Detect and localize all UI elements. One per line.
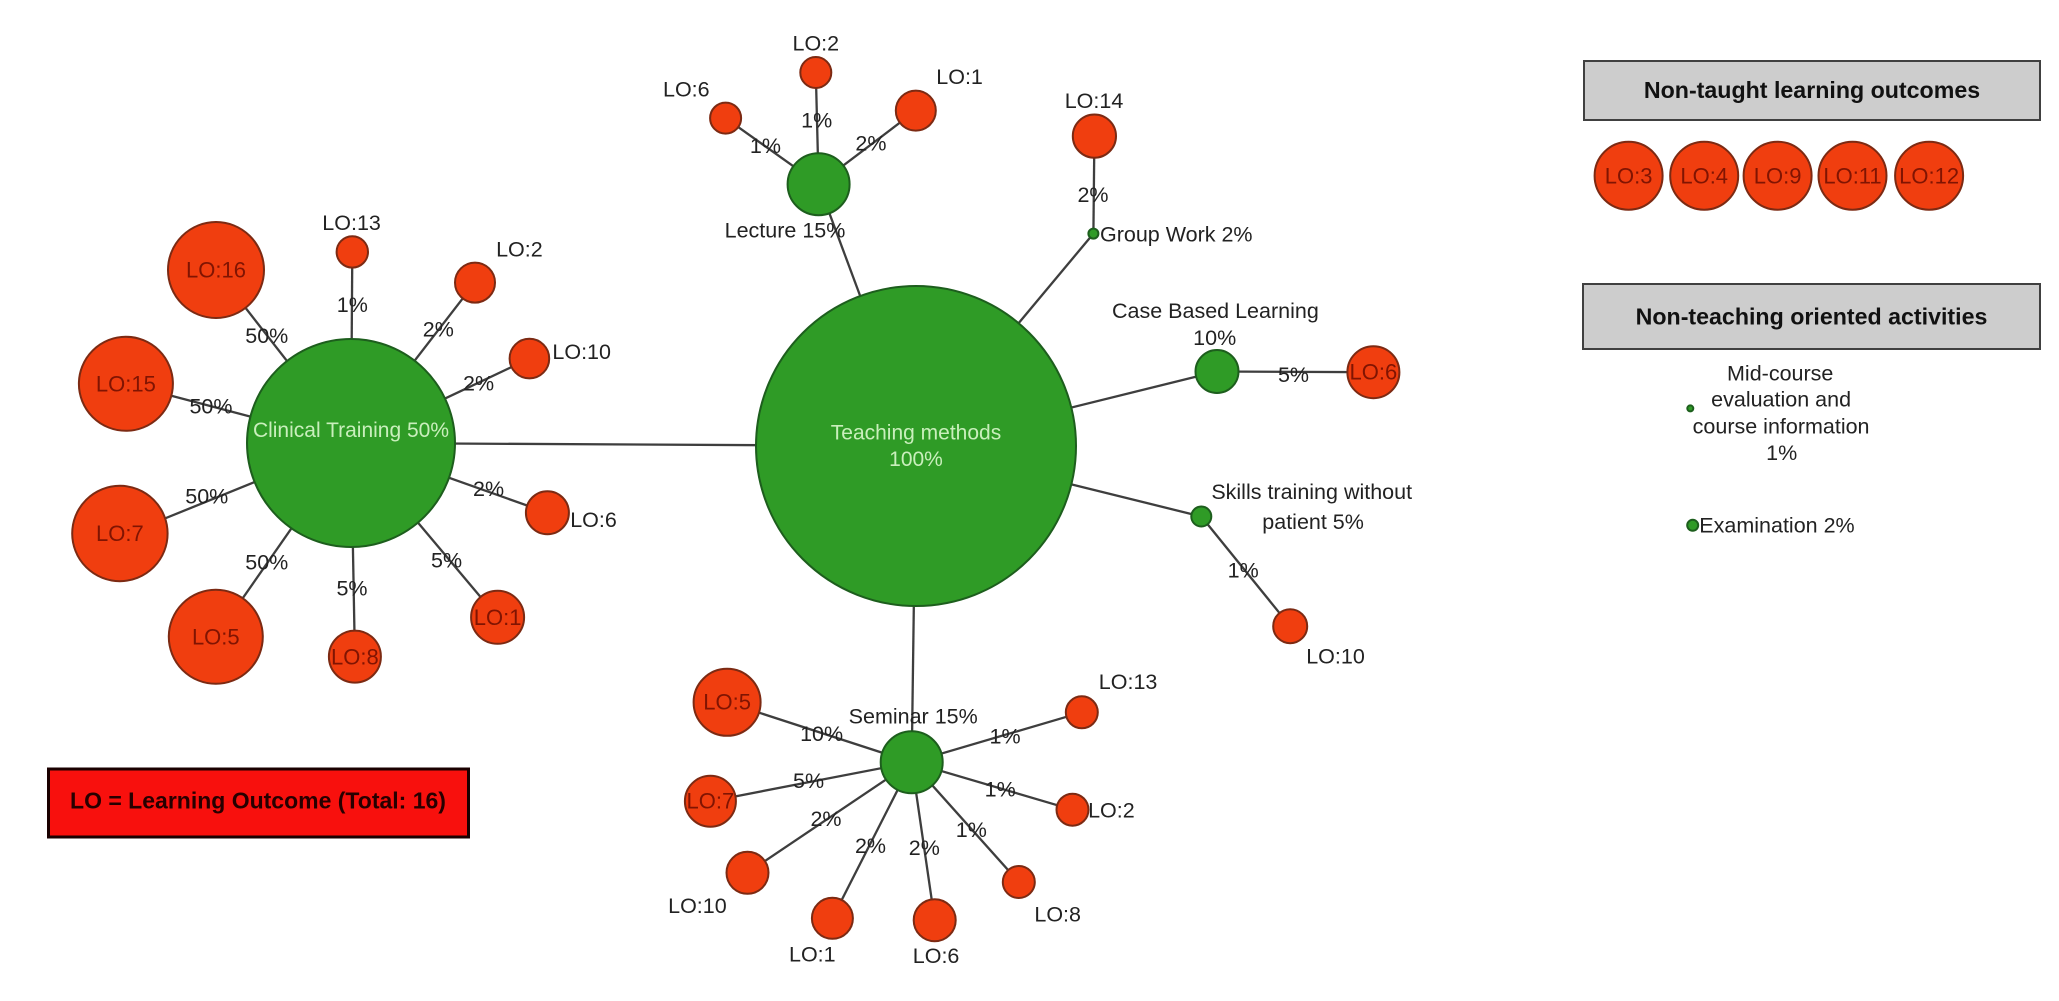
svg-text:LO:5: LO:5 bbox=[703, 690, 751, 715]
svg-text:50%: 50% bbox=[245, 551, 288, 575]
svg-text:1%: 1% bbox=[801, 109, 832, 133]
svg-text:10%: 10% bbox=[1193, 326, 1236, 350]
svg-text:LO:13: LO:13 bbox=[322, 211, 381, 235]
svg-text:2%: 2% bbox=[423, 317, 454, 341]
svg-text:LO:8: LO:8 bbox=[331, 645, 379, 670]
svg-text:LO:7: LO:7 bbox=[687, 789, 735, 814]
svg-text:2%: 2% bbox=[855, 132, 886, 156]
svg-text:Examination 2%: Examination 2% bbox=[1699, 513, 1854, 537]
svg-text:10%: 10% bbox=[800, 722, 843, 746]
svg-text:2%: 2% bbox=[855, 834, 886, 858]
svg-text:5%: 5% bbox=[336, 577, 367, 601]
svg-text:Non-teaching oriented activiti: Non-teaching oriented activities bbox=[1636, 303, 1988, 329]
svg-text:LO:1: LO:1 bbox=[474, 605, 522, 630]
svg-text:Lecture 15%: Lecture 15% bbox=[725, 219, 846, 243]
svg-text:1%: 1% bbox=[1766, 441, 1797, 465]
svg-text:course information: course information bbox=[1693, 414, 1870, 438]
svg-text:Clinical Training 50%: Clinical Training 50% bbox=[253, 419, 449, 442]
svg-text:LO:9: LO:9 bbox=[1754, 164, 1802, 189]
svg-text:Teaching methods: Teaching methods bbox=[831, 422, 1001, 445]
svg-text:1%: 1% bbox=[1228, 559, 1259, 583]
svg-text:5%: 5% bbox=[1278, 363, 1309, 387]
svg-text:Case Based Learning: Case Based Learning bbox=[1112, 299, 1319, 323]
svg-text:LO:4: LO:4 bbox=[1680, 164, 1728, 189]
svg-text:LO:1: LO:1 bbox=[789, 942, 836, 966]
svg-text:LO:6: LO:6 bbox=[1350, 360, 1398, 385]
svg-text:LO:6: LO:6 bbox=[913, 944, 960, 968]
svg-text:LO:3: LO:3 bbox=[1605, 164, 1653, 189]
svg-text:LO:2: LO:2 bbox=[496, 238, 543, 262]
svg-text:LO:7: LO:7 bbox=[96, 521, 144, 546]
svg-text:5%: 5% bbox=[793, 769, 824, 793]
svg-text:2%: 2% bbox=[473, 477, 504, 501]
svg-text:LO:10: LO:10 bbox=[1306, 644, 1365, 668]
svg-text:LO:10: LO:10 bbox=[552, 340, 611, 364]
svg-text:2%: 2% bbox=[810, 807, 841, 831]
svg-text:LO:6: LO:6 bbox=[663, 78, 710, 102]
svg-text:50%: 50% bbox=[189, 395, 232, 419]
svg-text:100%: 100% bbox=[889, 448, 943, 471]
svg-text:Seminar 15%: Seminar 15% bbox=[849, 704, 978, 728]
svg-text:1%: 1% bbox=[337, 293, 368, 317]
svg-text:1%: 1% bbox=[985, 777, 1016, 801]
svg-text:LO:15: LO:15 bbox=[96, 372, 156, 397]
svg-text:LO:2: LO:2 bbox=[792, 31, 839, 55]
svg-text:LO:5: LO:5 bbox=[192, 625, 240, 650]
svg-text:5%: 5% bbox=[431, 549, 462, 573]
svg-text:LO:10: LO:10 bbox=[668, 894, 727, 918]
svg-text:LO:11: LO:11 bbox=[1823, 164, 1881, 189]
svg-text:Group Work 2%: Group Work 2% bbox=[1100, 223, 1253, 247]
svg-text:evaluation and: evaluation and bbox=[1711, 387, 1851, 411]
svg-text:1%: 1% bbox=[956, 818, 987, 842]
svg-text:LO:1: LO:1 bbox=[936, 65, 983, 89]
svg-text:1%: 1% bbox=[750, 134, 781, 158]
svg-text:50%: 50% bbox=[245, 324, 288, 348]
svg-text:Skills training without: Skills training without bbox=[1211, 480, 1412, 504]
svg-text:LO:12: LO:12 bbox=[1899, 164, 1959, 189]
svg-text:LO = Learning Outcome (Total:: LO = Learning Outcome (Total: 16) bbox=[70, 788, 446, 814]
svg-text:patient 5%: patient 5% bbox=[1262, 510, 1364, 534]
svg-text:LO:16: LO:16 bbox=[186, 258, 246, 283]
svg-text:2%: 2% bbox=[909, 836, 940, 860]
svg-text:Mid-course: Mid-course bbox=[1727, 361, 1833, 385]
svg-text:2%: 2% bbox=[1077, 183, 1108, 207]
svg-text:LO:14: LO:14 bbox=[1065, 89, 1124, 113]
svg-text:LO:6: LO:6 bbox=[570, 508, 617, 532]
svg-text:2%: 2% bbox=[463, 371, 494, 395]
svg-text:50%: 50% bbox=[185, 485, 228, 509]
svg-text:1%: 1% bbox=[990, 725, 1021, 749]
svg-text:LO:2: LO:2 bbox=[1088, 799, 1135, 823]
svg-text:Non-taught learning outcomes: Non-taught learning outcomes bbox=[1644, 77, 1980, 103]
svg-text:LO:8: LO:8 bbox=[1034, 903, 1081, 927]
svg-text:LO:13: LO:13 bbox=[1099, 670, 1158, 694]
